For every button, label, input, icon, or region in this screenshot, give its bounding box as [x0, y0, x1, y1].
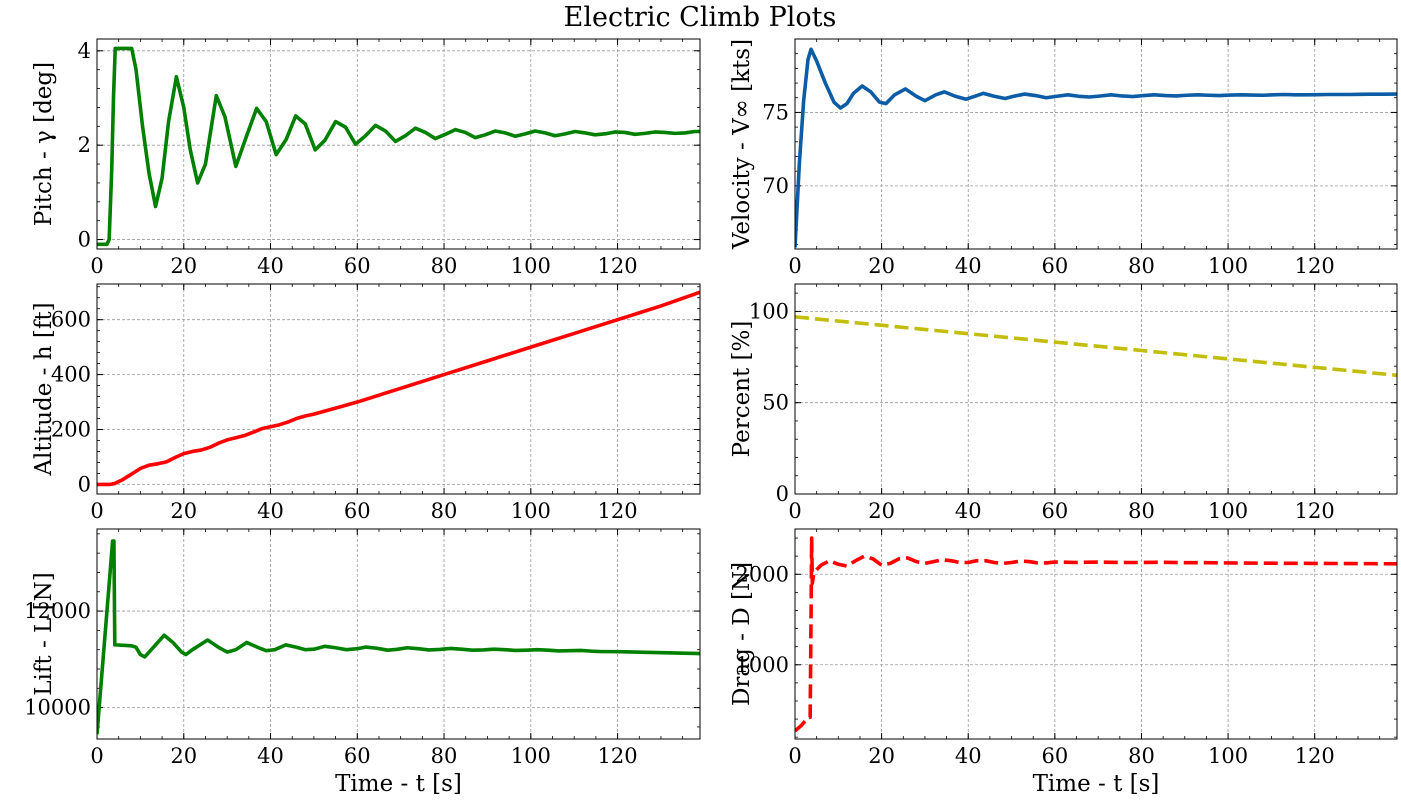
y-tick-label: 600 [51, 308, 91, 332]
y-tick-label: 0 [776, 482, 789, 506]
y-tick-label: 75 [762, 100, 789, 124]
x-tick-label: 120 [1295, 744, 1335, 768]
x-tick-label: 100 [511, 499, 551, 523]
x-tick-label: 0 [788, 744, 801, 768]
x-tick-label: 0 [788, 254, 801, 278]
y-axis-label: Velocity - V∞ [kts] [729, 39, 755, 250]
x-tick-label: 120 [598, 499, 638, 523]
x-tick-label: 0 [90, 499, 103, 523]
x-tick-label: 20 [170, 499, 197, 523]
chart-panel-top-right: 0 20 40 60 80 100 120 70 75 Velocity - V∞ [kts] [729, 38, 1398, 278]
x-tick-label: 60 [1041, 499, 1068, 523]
x-tick-label: 80 [1128, 254, 1155, 278]
x-tick-label: 60 [344, 254, 371, 278]
plot-frame [96, 283, 701, 495]
y-axis-label: Percent [%] [729, 321, 755, 458]
panels: 0 20 40 60 80 100 120 0 2 4 Pitch - γ [deg] 0 20 40 60… [24, 38, 1398, 797]
x-tick-label: 80 [1128, 499, 1155, 523]
series-line [97, 539, 700, 735]
chart-panel-top-left: 0 20 40 60 80 100 120 0 2 4 Pitch - γ [deg] [31, 38, 701, 278]
plot-frame [794, 528, 1398, 740]
x-tick-label: 80 [1128, 744, 1155, 768]
x-tick-label: 80 [431, 744, 458, 768]
y-axis-label: Lift - L [N] [31, 572, 57, 695]
series-line [97, 290, 700, 487]
y-tick-label: 400 [51, 363, 91, 387]
y-tick-label: 1000 [736, 653, 789, 677]
x-tick-label: 0 [90, 254, 103, 278]
plot-frame [794, 38, 1398, 250]
y-tick-label: 4 [78, 39, 91, 63]
y-tick-label: 70 [762, 174, 789, 198]
x-tick-label: 120 [598, 254, 638, 278]
x-tick-label: 0 [90, 744, 103, 768]
series-line [795, 47, 1397, 248]
series-line [795, 536, 1397, 733]
x-tick-label: 40 [955, 499, 982, 523]
x-tick-label: 40 [257, 254, 284, 278]
x-tick-label: 100 [1208, 254, 1248, 278]
y-tick-label: 2 [78, 133, 91, 157]
plot-frame [96, 528, 701, 740]
y-tick-label: 0 [78, 472, 91, 496]
x-tick-label: 80 [431, 254, 458, 278]
x-tick-label: 100 [1208, 499, 1248, 523]
x-tick-label: 60 [1041, 254, 1068, 278]
figure-title: Electric Climb Plots [564, 2, 837, 33]
x-tick-label: 20 [868, 254, 895, 278]
y-tick-label: 10000 [24, 696, 91, 720]
x-tick-label: 40 [257, 499, 284, 523]
x-tick-label: 60 [344, 499, 371, 523]
y-axis-label: Drag - D [N] [729, 562, 755, 706]
y-tick-label: 12000 [24, 599, 91, 623]
x-tick-label: 20 [170, 254, 197, 278]
series-line [795, 315, 1397, 378]
plot-frame [96, 38, 701, 250]
x-tick-label: 100 [511, 744, 551, 768]
x-tick-label: 60 [1041, 744, 1068, 768]
y-axis-label: Altitude - h [ft] [31, 302, 57, 476]
y-tick-label: 200 [51, 417, 91, 441]
x-tick-label: 40 [955, 744, 982, 768]
x-tick-label: 20 [868, 744, 895, 768]
x-tick-label: 20 [868, 499, 895, 523]
y-axis-label: Pitch - γ [deg] [31, 62, 57, 226]
x-axis-label: Time - t [s] [335, 771, 462, 797]
x-tick-label: 100 [511, 254, 551, 278]
x-tick-label: 80 [431, 499, 458, 523]
x-tick-label: 20 [170, 744, 197, 768]
x-tick-label: 40 [955, 254, 982, 278]
x-tick-label: 0 [788, 499, 801, 523]
series-line [97, 46, 700, 247]
x-axis-label: Time - t [s] [1033, 771, 1160, 797]
y-tick-label: 2000 [736, 562, 789, 586]
x-tick-label: 120 [1295, 499, 1335, 523]
x-tick-label: 120 [1295, 254, 1335, 278]
x-tick-label: 60 [344, 744, 371, 768]
y-tick-label: 0 [78, 228, 91, 252]
plot-frame [794, 283, 1398, 495]
x-tick-label: 40 [257, 744, 284, 768]
y-tick-label: 50 [762, 391, 789, 415]
x-tick-label: 100 [1208, 744, 1248, 768]
x-tick-label: 120 [598, 744, 638, 768]
y-tick-label: 100 [749, 299, 789, 323]
